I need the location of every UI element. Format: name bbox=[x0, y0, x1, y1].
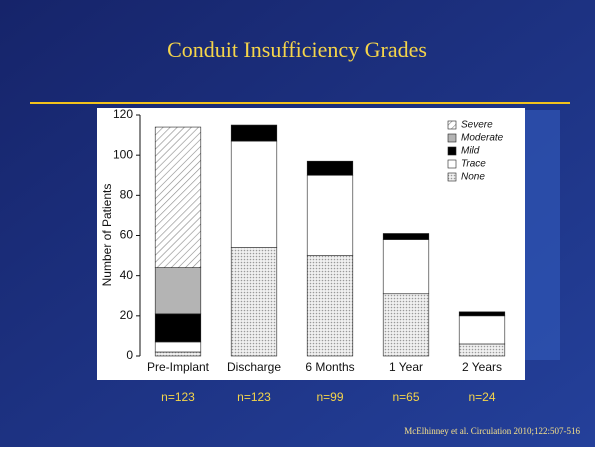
legend-swatch bbox=[447, 133, 457, 143]
bar-segment bbox=[306, 255, 354, 357]
y-tick-label: 80 bbox=[120, 188, 134, 202]
bar-segment bbox=[382, 293, 430, 357]
n-label: n=99 bbox=[316, 390, 343, 404]
y-tick-label: 100 bbox=[113, 147, 133, 161]
bar-segment bbox=[458, 315, 506, 345]
y-tick-label: 40 bbox=[120, 268, 134, 282]
legend-label: Severe bbox=[461, 120, 493, 131]
bar-segment bbox=[382, 233, 430, 240]
bar-segment bbox=[306, 160, 354, 176]
bar-segment bbox=[230, 247, 278, 357]
x-tick-label: 2 Years bbox=[462, 360, 502, 374]
bar-segment bbox=[458, 343, 506, 357]
x-tick-label: Discharge bbox=[227, 360, 281, 374]
legend-swatch bbox=[447, 146, 457, 156]
title: Conduit Insufficiency Grades bbox=[167, 37, 427, 62]
y-tick-label: 20 bbox=[120, 308, 134, 322]
y-tick-label: 120 bbox=[113, 107, 133, 121]
legend-label: Mild bbox=[461, 146, 480, 157]
bar-segment bbox=[154, 341, 202, 353]
bar-segment bbox=[154, 267, 202, 315]
bar-segment bbox=[154, 351, 202, 357]
x-tick-label: 6 Months bbox=[305, 360, 354, 374]
n-label: n=24 bbox=[468, 390, 495, 404]
legend-swatch bbox=[447, 120, 457, 130]
y-tick-label: 60 bbox=[120, 228, 134, 242]
bar-segment bbox=[230, 140, 278, 248]
bar-segment bbox=[382, 239, 430, 295]
legend-label: Trace bbox=[461, 159, 486, 170]
n-label: n=65 bbox=[392, 390, 419, 404]
legend-swatch bbox=[447, 172, 457, 182]
bar-segment bbox=[154, 126, 202, 268]
legend-swatch bbox=[447, 159, 457, 169]
legend-label: None bbox=[461, 172, 485, 183]
bar-segment bbox=[154, 313, 202, 343]
legend-label: Moderate bbox=[461, 133, 504, 144]
y-axis-label: Number of Patients bbox=[100, 184, 114, 287]
x-tick-label: Pre-Implant bbox=[147, 360, 210, 374]
bar-segment bbox=[458, 311, 506, 317]
n-label: n=123 bbox=[237, 390, 271, 404]
y-tick-label: 0 bbox=[126, 348, 133, 362]
bar-segment bbox=[306, 174, 354, 256]
n-label: n=123 bbox=[161, 390, 195, 404]
decoration bbox=[520, 110, 560, 360]
bar-segment bbox=[230, 124, 278, 142]
source: McElhinney et al. Circulation 2010;122:5… bbox=[404, 426, 580, 436]
x-tick-label: 1 Year bbox=[389, 360, 423, 374]
